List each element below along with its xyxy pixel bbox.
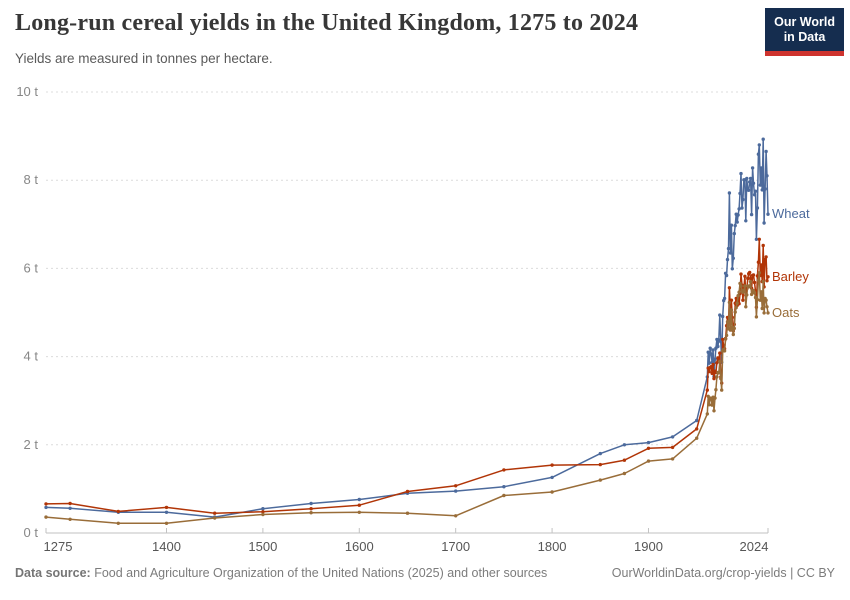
svg-text:1700: 1700 bbox=[441, 539, 470, 554]
svg-text:2024: 2024 bbox=[740, 539, 769, 554]
chart-footer: Data source: Food and Agriculture Organi… bbox=[15, 566, 835, 580]
series-label-oats: Oats bbox=[772, 304, 800, 320]
data-source-label: Data source: bbox=[15, 566, 91, 580]
svg-text:1600: 1600 bbox=[345, 539, 374, 554]
svg-text:6 t: 6 t bbox=[24, 260, 39, 275]
svg-text:1800: 1800 bbox=[538, 539, 567, 554]
svg-text:4 t: 4 t bbox=[24, 349, 39, 364]
svg-text:2 t: 2 t bbox=[24, 437, 39, 452]
svg-text:10 t: 10 t bbox=[16, 84, 38, 99]
svg-text:1500: 1500 bbox=[248, 539, 277, 554]
series-label-wheat: Wheat bbox=[772, 206, 810, 222]
data-source-note: Data source: Food and Agriculture Organi… bbox=[15, 566, 547, 580]
svg-text:8 t: 8 t bbox=[24, 172, 39, 187]
svg-text:1275: 1275 bbox=[44, 539, 73, 554]
page-title: Long-run cereal yields in the United Kin… bbox=[15, 10, 639, 36]
owid-url-link[interactable]: OurWorldinData.org/crop-yields | CC BY bbox=[611, 566, 835, 580]
svg-text:1900: 1900 bbox=[634, 539, 663, 554]
svg-text:0 t: 0 t bbox=[24, 525, 39, 540]
owid-logo-line2: in Data bbox=[783, 29, 826, 44]
series-label-barley: Barley bbox=[772, 268, 809, 284]
data-source-text: Food and Agriculture Organization of the… bbox=[94, 566, 548, 580]
owid-logo[interactable]: Our World in Data bbox=[765, 8, 844, 56]
chart-subtitle: Yields are measured in tonnes per hectar… bbox=[15, 51, 273, 66]
svg-text:1400: 1400 bbox=[152, 539, 181, 554]
owid-logo-line1: Our World bbox=[774, 15, 835, 29]
